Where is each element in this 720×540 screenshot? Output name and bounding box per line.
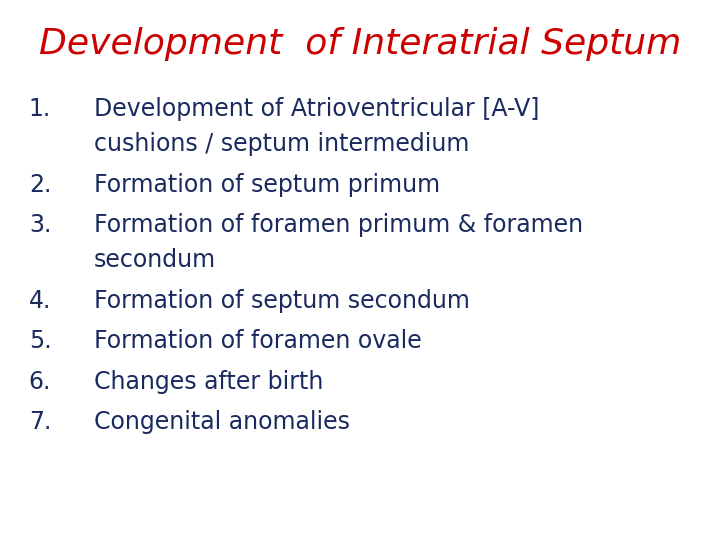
Text: 4.: 4. xyxy=(29,289,51,313)
Text: Formation of foramen ovale: Formation of foramen ovale xyxy=(94,329,421,353)
Text: Development  of Interatrial Septum: Development of Interatrial Septum xyxy=(39,27,681,61)
Text: Formation of septum primum: Formation of septum primum xyxy=(94,173,440,197)
Text: cushions / septum intermedium: cushions / septum intermedium xyxy=(94,132,469,156)
Text: Changes after birth: Changes after birth xyxy=(94,370,323,394)
Text: 1.: 1. xyxy=(29,97,51,121)
Text: Congenital anomalies: Congenital anomalies xyxy=(94,410,350,434)
Text: Formation of septum secondum: Formation of septum secondum xyxy=(94,289,469,313)
Text: Formation of foramen primum & foramen: Formation of foramen primum & foramen xyxy=(94,213,582,237)
Text: 2.: 2. xyxy=(29,173,51,197)
Text: Development of Atrioventricular [A-V]: Development of Atrioventricular [A-V] xyxy=(94,97,539,121)
Text: 7.: 7. xyxy=(29,410,51,434)
Text: secondum: secondum xyxy=(94,248,216,272)
Text: 3.: 3. xyxy=(29,213,51,237)
Text: 6.: 6. xyxy=(29,370,51,394)
Text: 5.: 5. xyxy=(29,329,51,353)
